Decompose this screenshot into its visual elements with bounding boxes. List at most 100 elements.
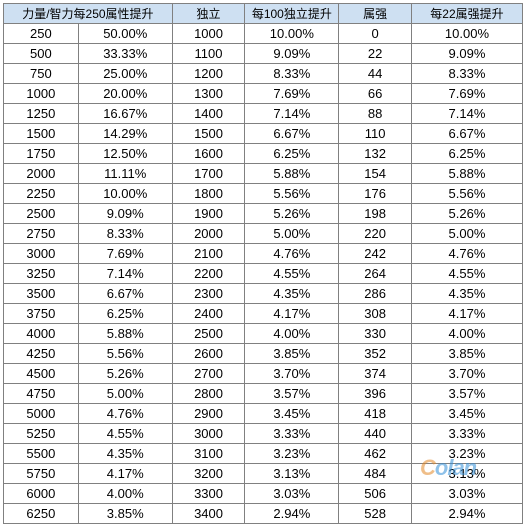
table-cell: 9.09% — [411, 44, 522, 64]
table-row: 35006.67%23004.35%2864.35% — [4, 284, 523, 304]
table-cell: 4.00% — [411, 324, 522, 344]
table-cell: 5500 — [4, 444, 79, 464]
table-cell: 12.50% — [78, 144, 172, 164]
table-cell: 132 — [339, 144, 412, 164]
table-cell: 5.88% — [411, 164, 522, 184]
table-cell: 6.25% — [245, 144, 339, 164]
table-row: 100020.00%13007.69%667.69% — [4, 84, 523, 104]
table-cell: 10.00% — [78, 184, 172, 204]
table-cell: 198 — [339, 204, 412, 224]
table-cell: 4250 — [4, 344, 79, 364]
table-cell: 4.76% — [78, 404, 172, 424]
table-row: 125016.67%14007.14%887.14% — [4, 104, 523, 124]
table-cell: 16.67% — [78, 104, 172, 124]
table-cell: 2750 — [4, 224, 79, 244]
table-cell: 20.00% — [78, 84, 172, 104]
table-cell: 2100 — [172, 244, 245, 264]
table-cell: 6250 — [4, 504, 79, 524]
table-cell: 11.11% — [78, 164, 172, 184]
table-cell: 50.00% — [78, 24, 172, 44]
header-cell: 每100独立提升 — [245, 4, 339, 24]
table-cell: 66 — [339, 84, 412, 104]
table-cell: 154 — [339, 164, 412, 184]
table-cell: 264 — [339, 264, 412, 284]
table-cell: 3300 — [172, 484, 245, 504]
table-cell: 4.55% — [411, 264, 522, 284]
table-cell: 7.14% — [245, 104, 339, 124]
table-cell: 5.56% — [411, 184, 522, 204]
table-cell: 3.13% — [411, 464, 522, 484]
table-cell: 1300 — [172, 84, 245, 104]
table-cell: 88 — [339, 104, 412, 124]
table-cell: 10.00% — [411, 24, 522, 44]
table-row: 150014.29%15006.67%1106.67% — [4, 124, 523, 144]
table-row: 27508.33%20005.00%2205.00% — [4, 224, 523, 244]
table-cell: 5250 — [4, 424, 79, 444]
table-cell: 9.09% — [245, 44, 339, 64]
table-cell: 4.35% — [411, 284, 522, 304]
table-row: 42505.56%26003.85%3523.85% — [4, 344, 523, 364]
table-cell: 3.13% — [245, 464, 339, 484]
table-cell: 1100 — [172, 44, 245, 64]
table-cell: 8.33% — [411, 64, 522, 84]
table-cell: 440 — [339, 424, 412, 444]
table-cell: 6000 — [4, 484, 79, 504]
table-cell: 7.14% — [411, 104, 522, 124]
table-row: 47505.00%28003.57%3963.57% — [4, 384, 523, 404]
table-cell: 2500 — [172, 324, 245, 344]
table-cell: 1500 — [172, 124, 245, 144]
table-cell: 2600 — [172, 344, 245, 364]
table-cell: 1000 — [172, 24, 245, 44]
table-cell: 1900 — [172, 204, 245, 224]
table-cell: 44 — [339, 64, 412, 84]
table-cell: 5.00% — [245, 224, 339, 244]
table-cell: 220 — [339, 224, 412, 244]
table-cell: 3.23% — [411, 444, 522, 464]
table-row: 225010.00%18005.56%1765.56% — [4, 184, 523, 204]
table-cell: 4.00% — [245, 324, 339, 344]
table-cell: 3.23% — [245, 444, 339, 464]
table-cell: 9.09% — [78, 204, 172, 224]
table-row: 37506.25%24004.17%3084.17% — [4, 304, 523, 324]
table-cell: 4.17% — [411, 304, 522, 324]
table-cell: 3100 — [172, 444, 245, 464]
table-cell: 3000 — [172, 424, 245, 444]
table-cell: 110 — [339, 124, 412, 144]
table-row: 55004.35%31003.23%4623.23% — [4, 444, 523, 464]
table-row: 25009.09%19005.26%1985.26% — [4, 204, 523, 224]
table-cell: 484 — [339, 464, 412, 484]
table-cell: 4.00% — [78, 484, 172, 504]
table-cell: 2900 — [172, 404, 245, 424]
table-cell: 1400 — [172, 104, 245, 124]
table-cell: 2200 — [172, 264, 245, 284]
table-row: 200011.11%17005.88%1545.88% — [4, 164, 523, 184]
table-row: 30007.69%21004.76%2424.76% — [4, 244, 523, 264]
table-cell: 2000 — [172, 224, 245, 244]
table-row: 40005.88%25004.00%3304.00% — [4, 324, 523, 344]
table-cell: 4.76% — [411, 244, 522, 264]
table-cell: 4.55% — [245, 264, 339, 284]
table-cell: 250 — [4, 24, 79, 44]
table-cell: 8.33% — [245, 64, 339, 84]
table-row: 32507.14%22004.55%2644.55% — [4, 264, 523, 284]
table-cell: 6.25% — [78, 304, 172, 324]
table-cell: 330 — [339, 324, 412, 344]
table-row: 45005.26%27003.70%3743.70% — [4, 364, 523, 384]
table-cell: 462 — [339, 444, 412, 464]
table-cell: 4.17% — [78, 464, 172, 484]
table-cell: 4.17% — [245, 304, 339, 324]
header-cell: 属强 — [339, 4, 412, 24]
table-cell: 308 — [339, 304, 412, 324]
table-cell: 33.33% — [78, 44, 172, 64]
table-cell: 2300 — [172, 284, 245, 304]
table-cell: 3.03% — [245, 484, 339, 504]
table-cell: 3.70% — [245, 364, 339, 384]
table-cell: 3.85% — [78, 504, 172, 524]
table-cell: 3500 — [4, 284, 79, 304]
table-row: 50033.33%11009.09%229.09% — [4, 44, 523, 64]
table-cell: 2700 — [172, 364, 245, 384]
stats-table: 力量/智力每250属性提升独立每100独立提升属强每22属强提升25050.00… — [3, 3, 523, 524]
table-cell: 1250 — [4, 104, 79, 124]
table-row: 62503.85%34002.94%5282.94% — [4, 504, 523, 524]
table-cell: 5.26% — [411, 204, 522, 224]
